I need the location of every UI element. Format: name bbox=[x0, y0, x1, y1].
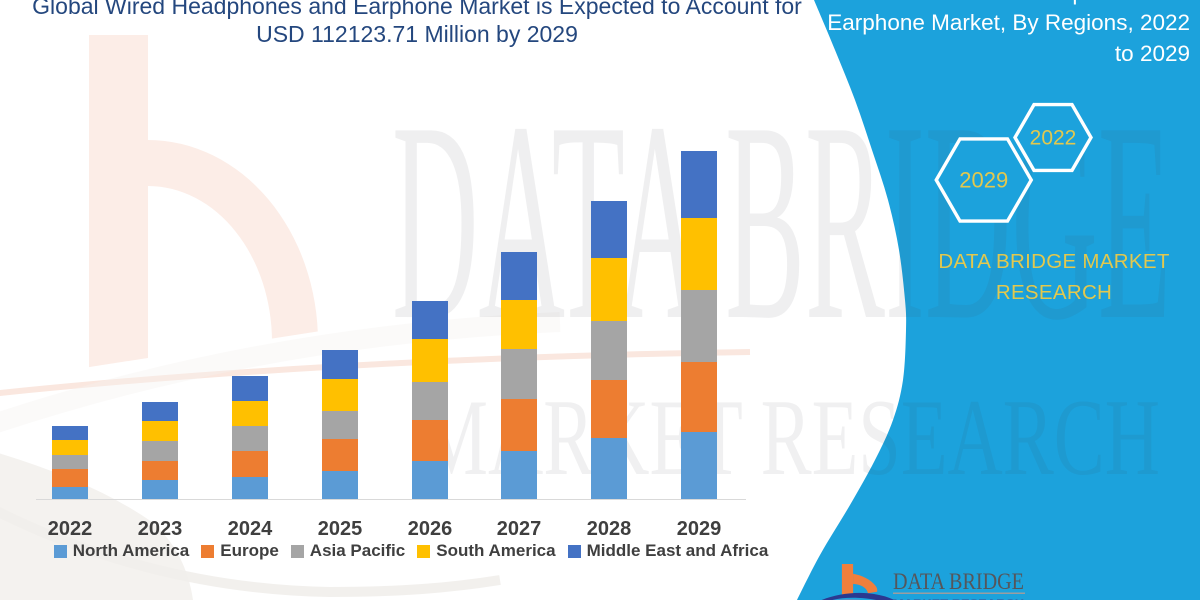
bar-segment-europe bbox=[142, 461, 178, 480]
bar-segment-north-america bbox=[52, 487, 88, 500]
bar-segment-north-america bbox=[591, 438, 627, 500]
x-axis-label-2026: 2026 bbox=[407, 518, 453, 540]
hexagon-2029-label: 2029 bbox=[959, 168, 1008, 193]
legend-swatch bbox=[201, 544, 215, 558]
bar-segment-north-america bbox=[232, 477, 268, 500]
x-axis-label-2022: 2022 bbox=[47, 518, 93, 540]
x-axis-label-2029: 2029 bbox=[676, 518, 722, 540]
bar-segment-europe bbox=[501, 399, 537, 451]
chart-title: Global Wired Headphones and Earphone Mar… bbox=[32, 0, 802, 47]
bar-segment-europe bbox=[322, 439, 358, 471]
band-heading: Global Wired Headphones and Earphone Mar… bbox=[827, 0, 1190, 66]
bar-segment-asia-pacific bbox=[412, 382, 448, 420]
hexagon-2022-label: 2022 bbox=[1030, 127, 1077, 150]
bar-segment-middle-east-and-africa bbox=[322, 350, 358, 379]
watermark-bottom-arc bbox=[0, 507, 501, 598]
bar-segment-north-america bbox=[322, 471, 358, 500]
bar-segment-middle-east-and-africa bbox=[232, 376, 268, 401]
bar-segment-middle-east-and-africa bbox=[591, 201, 627, 258]
bar-segment-south-america bbox=[322, 379, 358, 411]
bar-2025 bbox=[322, 350, 358, 500]
bar-2024 bbox=[232, 376, 268, 500]
bar-segment-europe bbox=[232, 451, 268, 477]
bar-segment-middle-east-and-africa bbox=[142, 402, 178, 421]
bar-segment-north-america bbox=[681, 432, 717, 500]
bar-segment-europe bbox=[591, 380, 627, 438]
bar-segment-asia-pacific bbox=[232, 426, 268, 451]
bar-segment-asia-pacific bbox=[501, 349, 537, 399]
legend-label: North America bbox=[72, 541, 190, 560]
bar-segment-middle-east-and-africa bbox=[52, 426, 88, 440]
legend-label: Middle East and Africa bbox=[586, 541, 769, 560]
databridge-logo: DATA BRIDGE MARKET RESEARCH bbox=[821, 564, 1025, 600]
x-axis-label-2023: 2023 bbox=[137, 518, 183, 540]
logo-swoosh bbox=[821, 592, 895, 600]
legend-label: Europe bbox=[220, 541, 279, 560]
legend-label: South America bbox=[436, 541, 556, 560]
bar-segment-north-america bbox=[501, 451, 537, 500]
bar-segment-south-america bbox=[232, 401, 268, 426]
bar-2027 bbox=[501, 252, 537, 500]
logo-sub-text: MARKET RESEARCH bbox=[893, 596, 1024, 600]
legend-item-asia-pacific: Asia Pacific bbox=[290, 541, 406, 561]
x-axis-label-2025: 2025 bbox=[317, 518, 363, 540]
bar-2023 bbox=[142, 402, 178, 500]
hexagon-2022: 2022 bbox=[1013, 102, 1093, 173]
bar-segment-middle-east-and-africa bbox=[501, 252, 537, 300]
bar-segment-europe bbox=[412, 420, 448, 461]
bar-segment-south-america bbox=[591, 258, 627, 321]
legend-swatch bbox=[53, 544, 67, 558]
bar-segment-south-america bbox=[412, 339, 448, 382]
legend-item-north-america: North America bbox=[53, 541, 190, 561]
watermark-upper-arc bbox=[0, 312, 561, 433]
legend-label: Asia Pacific bbox=[309, 541, 406, 560]
hexagon-2029-shape bbox=[934, 137, 1034, 223]
logo-b-mark bbox=[841, 564, 854, 597]
blue-band bbox=[797, 0, 1200, 600]
legend-swatch bbox=[290, 544, 304, 558]
watermark-text-row2: MARKET RESEARCH bbox=[420, 377, 1160, 498]
x-axis-line bbox=[36, 499, 746, 500]
legend-item-middle-east-and-africa: Middle East and Africa bbox=[567, 541, 769, 561]
bar-2022 bbox=[52, 426, 88, 500]
logo-underline bbox=[893, 592, 1025, 594]
watermark-b-stem bbox=[89, 35, 148, 381]
legend-item-south-america: South America bbox=[417, 541, 556, 561]
bar-segment-asia-pacific bbox=[591, 321, 627, 380]
bar-segment-asia-pacific bbox=[142, 441, 178, 461]
brand-text: DATA BRIDGE MARKET RESEARCH bbox=[938, 250, 1170, 304]
bar-segment-asia-pacific bbox=[322, 411, 358, 439]
bar-segment-middle-east-and-africa bbox=[681, 151, 717, 218]
legend-item-europe: Europe bbox=[201, 541, 279, 561]
x-axis-label-2027: 2027 bbox=[496, 518, 542, 540]
bar-segment-europe bbox=[52, 469, 88, 487]
chart-legend: North America Europe Asia Pacific South Ame… bbox=[0, 541, 822, 561]
bar-segment-europe bbox=[681, 362, 717, 432]
bar-segment-south-america bbox=[501, 300, 537, 349]
bar-2026 bbox=[412, 301, 448, 500]
logo-b-bowl bbox=[853, 573, 878, 594]
bar-segment-south-america bbox=[681, 218, 717, 290]
logo-name-text: DATA BRIDGE bbox=[893, 569, 1024, 594]
legend-swatch bbox=[567, 544, 581, 558]
bar-segment-south-america bbox=[52, 440, 88, 455]
bar-segment-asia-pacific bbox=[52, 455, 88, 469]
bar-2029 bbox=[681, 151, 717, 500]
bar-segment-asia-pacific bbox=[681, 290, 717, 362]
bar-segment-middle-east-and-africa bbox=[412, 301, 448, 339]
bar-2028 bbox=[591, 201, 627, 500]
bar-segment-south-america bbox=[142, 421, 178, 441]
x-axis-label-2028: 2028 bbox=[586, 518, 632, 540]
hexagon-2022-shape bbox=[1013, 102, 1093, 173]
bar-segment-north-america bbox=[412, 461, 448, 500]
hexagon-2029: 2029 bbox=[934, 137, 1034, 223]
x-axis-label-2024: 2024 bbox=[227, 518, 273, 540]
legend-swatch bbox=[417, 544, 431, 558]
watermark-logo-b bbox=[0, 35, 751, 600]
bar-segment-north-america bbox=[142, 480, 178, 500]
